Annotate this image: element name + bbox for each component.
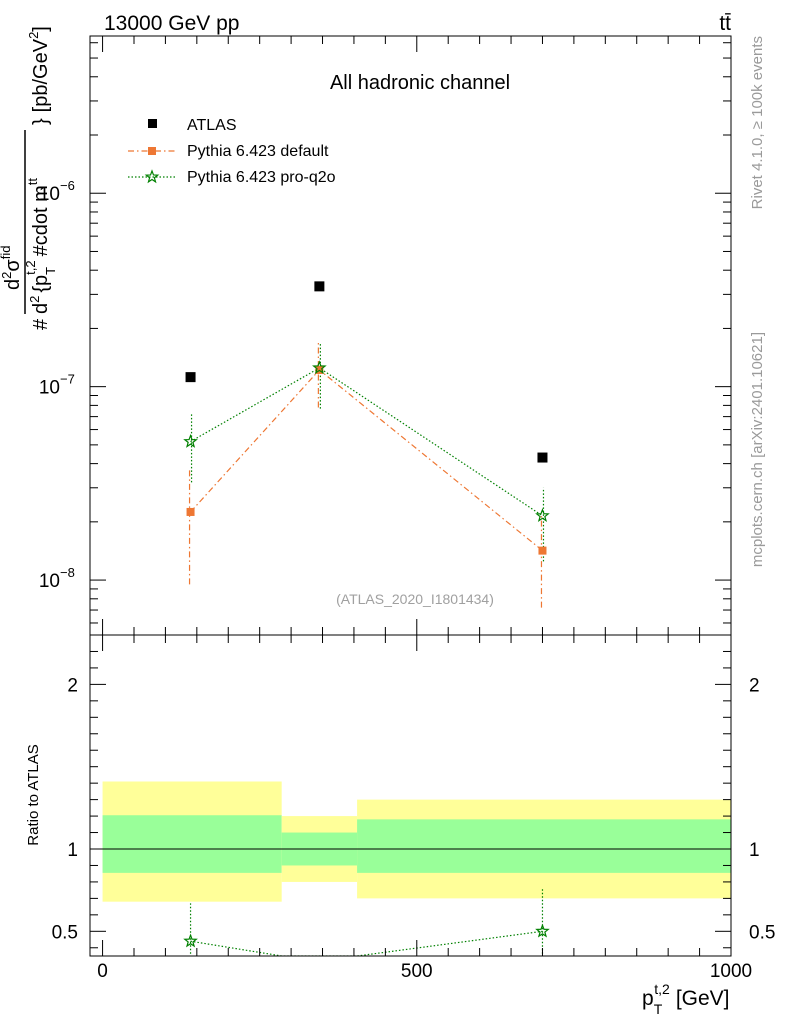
y-label-denominator: d2 {pTt,2 #cdot mtt	[23, 178, 58, 314]
legend-marker-proq2o	[144, 169, 160, 184]
x-label-p: p	[642, 987, 654, 1010]
y-label-den-d: d	[30, 303, 52, 314]
y-label-den-open: {p	[30, 275, 52, 293]
y-label-unit: } [pb/GeV2]	[26, 26, 52, 125]
y-label-den-T: T	[43, 267, 58, 275]
x-label-sup: t,2	[654, 981, 670, 997]
ratio-y-tick-label-right: 2	[749, 675, 760, 696]
marker-proq2o	[535, 508, 550, 523]
ratio-y-tick-label: 0.5	[52, 922, 78, 943]
y-tick-exponent: −6	[60, 178, 75, 193]
y-label-unit-text: [pb/GeV	[30, 38, 52, 112]
analysis-label: (ATLAS_2020_I1801434)	[336, 591, 494, 607]
marker-atlas	[185, 372, 196, 383]
y-tick-exponent: −7	[60, 372, 75, 387]
y-label-den-sup: 2	[27, 296, 42, 303]
legend-label-proq2o: Pythia 6.423 pro-q2o	[187, 169, 336, 186]
marker-default	[538, 546, 547, 555]
y-label-num-sigma: σ	[2, 259, 24, 272]
series-line-1	[190, 367, 543, 517]
y-label-num-sup: 2	[0, 272, 14, 279]
series-line-0	[190, 369, 543, 552]
y-axis-label: # d2{pTt,2#cdot mtt d2σfid }[pb/GeV2]	[0, 26, 58, 330]
y-tick-exponent: −8	[60, 565, 75, 580]
ratio-marker	[535, 923, 550, 938]
y-label-unit-sup: 2	[26, 32, 41, 39]
legend-marker-default	[148, 147, 156, 155]
x-tick-label: 500	[401, 961, 433, 982]
y-tick-label: 10	[39, 571, 60, 592]
y-label-den-close: }	[30, 118, 52, 125]
legend: ATLAS Pythia 6.423 default Pythia 6.423 …	[128, 117, 336, 186]
marker-atlas	[314, 281, 325, 292]
ratio-band-green	[102, 815, 282, 873]
ratio-y-tick-label-right: 0.5	[749, 922, 775, 943]
x-label-sub: T	[654, 1001, 663, 1017]
marker-default	[186, 507, 195, 516]
x-label-unit: [GeV]	[676, 987, 730, 1010]
y-label-den-cdot: #cdot m	[30, 185, 52, 256]
rivet-label: Rivet 4.1.0, ≥ 100k events	[749, 36, 766, 209]
legend-label-default: Pythia 6.423 default	[187, 143, 329, 160]
mcplots-label: mcplots.cern.ch [arXiv:2401.10621]	[749, 332, 766, 567]
x-label-text: pTt,2 [GeV]	[642, 981, 730, 1017]
chart-title: All hadronic channel	[330, 72, 510, 94]
y-tick-label: 10	[39, 378, 60, 399]
marker-proq2o	[183, 433, 198, 448]
collision-label: 13000 GeV pp	[104, 12, 239, 35]
ratio-plot-frame	[89, 634, 732, 957]
y-label-num-d: d	[2, 279, 24, 290]
x-tick-label: 0	[97, 961, 108, 982]
marker-atlas	[537, 452, 548, 463]
ratio-band-green	[357, 819, 731, 873]
x-axis-label: pTt,2 [GeV]	[642, 981, 730, 1017]
legend-label-atlas: ATLAS	[187, 117, 237, 134]
main-plot: 10−610−710−8 All hadronic channel (ATLAS…	[39, 35, 732, 636]
marker-proq2o	[312, 360, 327, 375]
ratio-marker	[183, 933, 198, 948]
ratio-plot: 0.5 0.5 1 1 2 2 Ratio to ATLAS	[25, 634, 775, 957]
y-label-hash: #	[30, 318, 52, 330]
ratio-y-tick-label: 2	[67, 675, 78, 696]
ratio-series-line	[190, 930, 543, 956]
x-tick-label: 1000	[710, 961, 752, 982]
ratio-y-tick-label: 1	[67, 840, 78, 861]
ratio-y-label: Ratio to ATLAS	[25, 744, 42, 845]
y-label-num-fid: fid	[0, 246, 13, 260]
legend-marker-atlas	[148, 119, 157, 128]
process-label: tt̄	[719, 12, 731, 35]
y-label-unit-close: ]	[30, 26, 52, 32]
y-label-numerator: d2σfid	[0, 246, 24, 290]
y-label-den-tt: tt	[25, 178, 40, 186]
y-label-den-t2: t,2	[23, 260, 38, 274]
ratio-y-tick-label-right: 1	[749, 840, 760, 861]
y-tick-label: 10	[39, 184, 60, 205]
